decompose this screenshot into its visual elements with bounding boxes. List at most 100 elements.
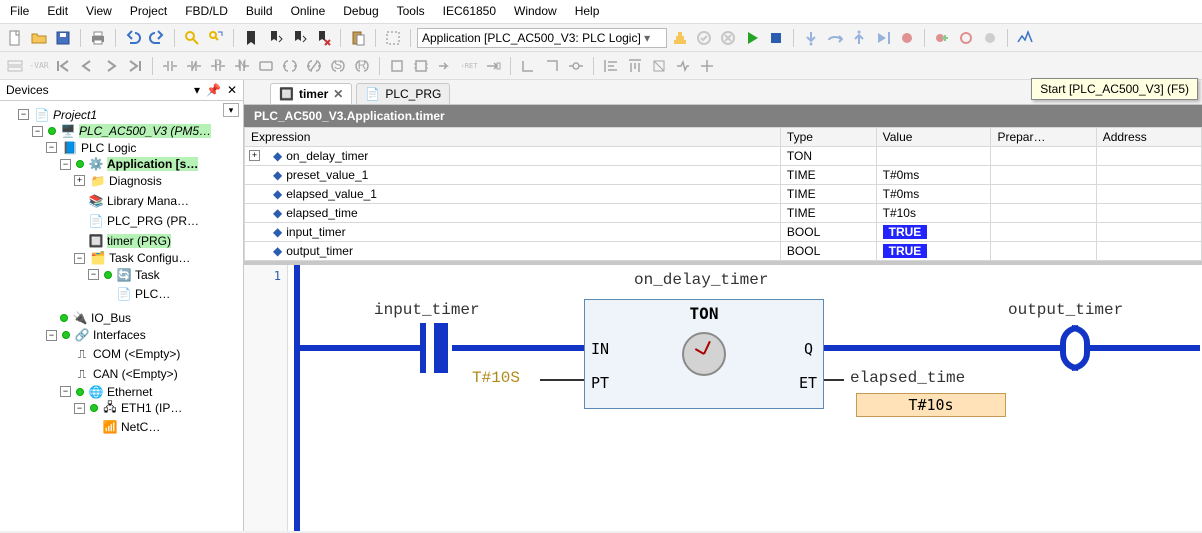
close-tab-icon[interactable]: ✕ bbox=[333, 87, 343, 101]
col-expression[interactable]: Expression bbox=[245, 128, 781, 147]
open-icon[interactable] bbox=[28, 27, 50, 49]
fbd-nav-first-icon[interactable] bbox=[52, 55, 74, 77]
menu-tools[interactable]: Tools bbox=[397, 4, 425, 18]
tree-library[interactable]: Library Mana… bbox=[107, 194, 189, 208]
col-prepared[interactable]: Prepar… bbox=[991, 128, 1096, 147]
start-icon[interactable] bbox=[741, 27, 763, 49]
breakpoint-new-icon[interactable] bbox=[931, 27, 953, 49]
trace-icon[interactable] bbox=[1014, 27, 1036, 49]
col-address[interactable]: Address bbox=[1096, 128, 1201, 147]
variable-value[interactable]: TRUE bbox=[876, 223, 991, 242]
fbd-var-icon[interactable]: -VAR bbox=[28, 55, 50, 77]
tree-ethernet[interactable]: Ethernet bbox=[107, 385, 152, 399]
variable-value[interactable]: T#10s bbox=[876, 204, 991, 223]
fbd-align-left-icon[interactable] bbox=[600, 55, 622, 77]
bookmark-clear-icon[interactable] bbox=[312, 27, 334, 49]
undo-icon[interactable] bbox=[122, 27, 144, 49]
tree-taskcfg[interactable]: Task Configu… bbox=[109, 251, 190, 265]
bookmark-icon[interactable] bbox=[240, 27, 262, 49]
step-over-icon[interactable] bbox=[824, 27, 846, 49]
ld-parallel-icon[interactable] bbox=[255, 55, 277, 77]
fbd-input-icon[interactable] bbox=[482, 55, 504, 77]
bookmark-prev-icon[interactable] bbox=[264, 27, 286, 49]
menu-help[interactable]: Help bbox=[575, 4, 600, 18]
col-type[interactable]: Type bbox=[780, 128, 876, 147]
row-expander-icon[interactable]: + bbox=[249, 150, 260, 161]
fbd-nav-last-icon[interactable] bbox=[124, 55, 146, 77]
variable-table[interactable]: Expression Type Value Prepar… Address +◆… bbox=[244, 127, 1202, 261]
tree-com[interactable]: COM (<Empty>) bbox=[93, 347, 180, 361]
device-tree[interactable]: ▾ −📄Project1 −🖥️PLC_AC500_V3 (PM5… −📘PLC… bbox=[0, 101, 243, 531]
expander-icon[interactable]: − bbox=[18, 109, 29, 120]
col-value[interactable]: Value bbox=[876, 128, 991, 147]
variable-value[interactable]: T#0ms bbox=[876, 166, 991, 185]
find-icon[interactable] bbox=[181, 27, 203, 49]
tree-plcprg[interactable]: PLC_PRG (PR… bbox=[107, 214, 199, 228]
tree-project[interactable]: Project1 bbox=[53, 108, 97, 122]
fbd-negate-icon[interactable] bbox=[565, 55, 587, 77]
select-icon[interactable] bbox=[382, 27, 404, 49]
variable-prepared[interactable] bbox=[991, 242, 1096, 261]
menu-debug[interactable]: Debug bbox=[343, 4, 378, 18]
ld-coil-icon[interactable] bbox=[279, 55, 301, 77]
tree-diagnosis[interactable]: Diagnosis bbox=[109, 174, 162, 188]
ld-coil-reset-icon[interactable]: R bbox=[351, 55, 373, 77]
tree-interfaces[interactable]: Interfaces bbox=[93, 328, 146, 342]
menu-view[interactable]: View bbox=[86, 4, 112, 18]
paste-icon[interactable] bbox=[347, 27, 369, 49]
breakpoint-cond-icon[interactable] bbox=[955, 27, 977, 49]
fbd-nav-prev-icon[interactable] bbox=[76, 55, 98, 77]
tree-application[interactable]: Application [s… bbox=[107, 157, 198, 171]
fbd-branch-icon[interactable] bbox=[517, 55, 539, 77]
build-icon[interactable] bbox=[669, 27, 691, 49]
save-icon[interactable] bbox=[52, 27, 74, 49]
tree-netc[interactable]: NetC… bbox=[121, 420, 160, 434]
menu-window[interactable]: Window bbox=[514, 4, 557, 18]
menu-edit[interactable]: Edit bbox=[47, 4, 68, 18]
variable-value[interactable]: T#0ms bbox=[876, 185, 991, 204]
ld-contact-neg-icon[interactable] bbox=[183, 55, 205, 77]
ladder-canvas[interactable]: 1 input_timer on_delay_timer TON IN PT Q bbox=[244, 265, 1202, 531]
menu-build[interactable]: Build bbox=[246, 4, 273, 18]
bookmark-next-icon[interactable] bbox=[288, 27, 310, 49]
fbd-tool-b-icon[interactable] bbox=[672, 55, 694, 77]
logout-icon[interactable] bbox=[717, 27, 739, 49]
variable-prepared[interactable] bbox=[991, 223, 1096, 242]
variable-prepared[interactable] bbox=[991, 185, 1096, 204]
fbd-jump-icon[interactable] bbox=[434, 55, 456, 77]
tree-can[interactable]: CAN (<Empty>) bbox=[93, 367, 178, 381]
tab-timer[interactable]: 🔲 timer ✕ bbox=[270, 83, 352, 104]
variable-row[interactable]: ◆elapsed_timeTIMET#10s bbox=[245, 204, 1202, 223]
variable-prepared[interactable] bbox=[991, 166, 1096, 185]
step-out-icon[interactable] bbox=[848, 27, 870, 49]
print-icon[interactable] bbox=[87, 27, 109, 49]
fbd-tool-c-icon[interactable] bbox=[696, 55, 718, 77]
variable-row[interactable]: ◆preset_value_1TIMET#0ms bbox=[245, 166, 1202, 185]
new-icon[interactable] bbox=[4, 27, 26, 49]
variable-row[interactable]: ◆elapsed_value_1TIMET#0ms bbox=[245, 185, 1202, 204]
fbd-tool-a-icon[interactable] bbox=[648, 55, 670, 77]
ld-contact[interactable] bbox=[420, 323, 452, 373]
variable-row[interactable]: +◆on_delay_timerTON bbox=[245, 147, 1202, 166]
breakpoint-disable-icon[interactable] bbox=[979, 27, 1001, 49]
fbd-nav-next-icon[interactable] bbox=[100, 55, 122, 77]
fbd-network-icon[interactable] bbox=[4, 55, 26, 77]
fbd-branch2-icon[interactable] bbox=[541, 55, 563, 77]
breakpoint-toggle-icon[interactable] bbox=[896, 27, 918, 49]
variable-prepared[interactable] bbox=[991, 204, 1096, 223]
stop-icon[interactable] bbox=[765, 27, 787, 49]
tree-task[interactable]: Task bbox=[135, 268, 160, 282]
menu-project[interactable]: Project bbox=[130, 4, 167, 18]
ld-contact-n-icon[interactable]: N bbox=[231, 55, 253, 77]
variable-row[interactable]: ◆input_timerBOOLTRUE bbox=[245, 223, 1202, 242]
ton-block[interactable]: TON IN PT Q ET bbox=[584, 299, 824, 409]
step-into-icon[interactable] bbox=[800, 27, 822, 49]
fbd-box-en-icon[interactable] bbox=[410, 55, 432, 77]
run-to-cursor-icon[interactable] bbox=[872, 27, 894, 49]
ld-coil-neg-icon[interactable] bbox=[303, 55, 325, 77]
tree-eth1[interactable]: ETH1 (IP… bbox=[121, 401, 182, 415]
ld-contact-p-icon[interactable]: P bbox=[207, 55, 229, 77]
variable-row[interactable]: ◆output_timerBOOLTRUE bbox=[245, 242, 1202, 261]
tree-plc[interactable]: PLC_AC500_V3 (PM5… bbox=[79, 124, 211, 138]
menu-file[interactable]: File bbox=[10, 4, 29, 18]
